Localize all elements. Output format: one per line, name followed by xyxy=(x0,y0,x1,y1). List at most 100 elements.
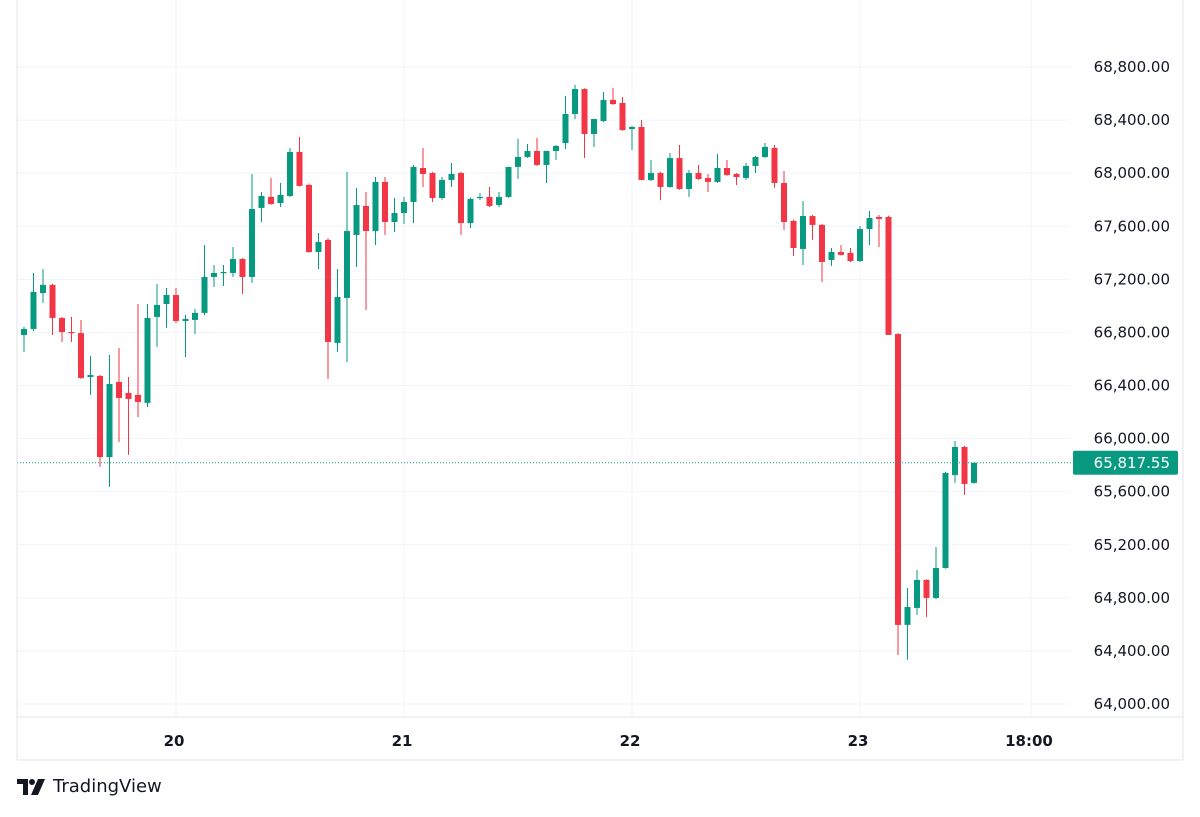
candle-body xyxy=(904,606,911,625)
candle xyxy=(686,169,692,197)
candle xyxy=(486,186,493,208)
candle-body xyxy=(961,446,968,484)
candle-body xyxy=(277,194,284,204)
price-tick-label: 65,200.00 xyxy=(1094,536,1170,554)
candle-body xyxy=(59,317,65,333)
candle xyxy=(581,88,588,159)
candle-body xyxy=(40,284,46,294)
candle-body xyxy=(591,119,597,135)
candle xyxy=(591,118,597,148)
candle xyxy=(201,244,208,316)
candle-body xyxy=(610,99,616,105)
candle xyxy=(173,287,179,324)
candle xyxy=(752,155,759,174)
candle xyxy=(78,319,84,379)
candle-body xyxy=(116,381,122,398)
candle xyxy=(21,326,27,352)
candle xyxy=(524,143,531,158)
candle-body xyxy=(211,272,217,277)
candle-body xyxy=(97,375,103,458)
last-price-text: 65,817.55 xyxy=(1094,454,1170,472)
candle xyxy=(296,136,303,187)
candle-body xyxy=(135,394,141,402)
candle-body xyxy=(600,99,607,122)
price-tick-label: 68,400.00 xyxy=(1094,111,1170,129)
tradingview-logo[interactable]: TradingView xyxy=(17,776,162,797)
candle-body xyxy=(287,151,293,196)
candle xyxy=(676,145,683,190)
candle-body xyxy=(553,145,559,152)
candles xyxy=(21,84,977,660)
candle xyxy=(258,192,265,223)
candle-body xyxy=(78,333,84,378)
candle xyxy=(781,171,787,230)
candle-body xyxy=(667,158,673,187)
candle-body xyxy=(648,173,654,180)
candle-body xyxy=(163,294,170,305)
candle xyxy=(933,547,939,600)
time-axis[interactable]: 20 21 22 23 18:00 xyxy=(164,732,1053,750)
candle xyxy=(885,215,892,335)
price-tick-label: 64,800.00 xyxy=(1094,589,1170,607)
candle-body xyxy=(686,173,692,189)
candle xyxy=(239,258,246,294)
candle xyxy=(904,588,911,660)
candle-body xyxy=(21,328,27,335)
price-axis[interactable]: 64,000.00 64,400.00 64,800.00 65,200.00 65,6… xyxy=(1094,58,1170,713)
candle-body xyxy=(258,195,265,208)
candle-body xyxy=(638,126,645,180)
candle xyxy=(790,219,797,256)
candle-body xyxy=(524,151,531,157)
candle xyxy=(819,223,825,282)
candle-body xyxy=(923,579,930,598)
candle-body xyxy=(971,462,977,483)
candle xyxy=(182,314,189,357)
time-tick-label: 23 xyxy=(848,732,869,750)
candle-body xyxy=(562,113,569,144)
candle-body xyxy=(382,181,388,223)
candle-body xyxy=(477,196,483,199)
candle-body xyxy=(125,392,132,399)
candle-body xyxy=(705,177,711,182)
candle-body xyxy=(771,147,778,183)
candle xyxy=(315,233,322,269)
candle xyxy=(249,173,255,283)
candle xyxy=(97,374,103,467)
candle xyxy=(87,355,94,395)
candle-body xyxy=(838,251,844,255)
candle-body xyxy=(268,196,274,204)
candle-body xyxy=(505,166,512,197)
tradingview-logo-icon xyxy=(17,778,45,795)
candle xyxy=(695,164,702,180)
candle-body xyxy=(952,446,958,475)
price-tick-label: 68,800.00 xyxy=(1094,58,1170,76)
candle-body xyxy=(391,212,398,223)
candle xyxy=(724,160,730,176)
candle xyxy=(363,192,369,310)
candle-body xyxy=(192,312,198,320)
candle-body xyxy=(49,284,56,318)
candle xyxy=(657,171,664,200)
candle-body xyxy=(790,220,797,249)
candle xyxy=(439,177,445,200)
candle-body xyxy=(201,276,208,313)
candle-body xyxy=(486,196,493,206)
candle-body xyxy=(106,384,113,458)
candle xyxy=(192,308,198,335)
candle xyxy=(410,164,417,224)
candle xyxy=(638,119,645,181)
candle xyxy=(857,225,863,263)
price-tick-label: 66,000.00 xyxy=(1094,430,1170,448)
candle-body xyxy=(543,151,550,165)
price-tick-label: 66,400.00 xyxy=(1094,377,1170,395)
candle xyxy=(562,95,569,150)
candle-body xyxy=(182,319,189,322)
candle xyxy=(344,171,350,363)
candle xyxy=(553,145,559,161)
candle-body xyxy=(733,173,740,178)
candle-body xyxy=(762,147,768,157)
candle xyxy=(353,187,360,267)
candle-body xyxy=(344,231,350,298)
candle-body xyxy=(828,251,835,260)
